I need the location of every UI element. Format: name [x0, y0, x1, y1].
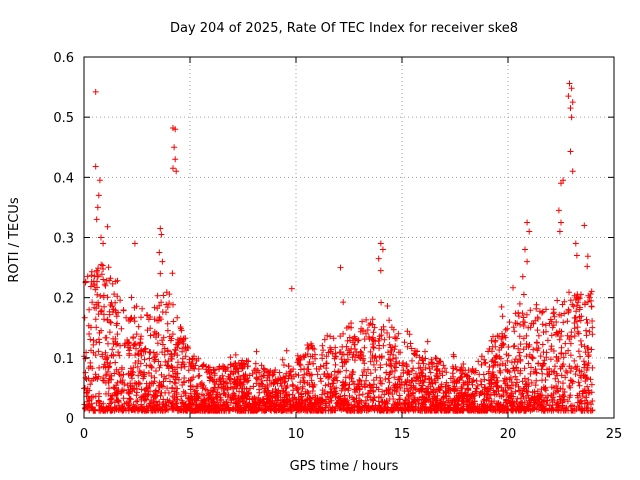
y-tick-label: 0: [66, 412, 74, 427]
roti-markers: [81, 80, 596, 414]
y-tick-label: 0.1: [53, 352, 74, 367]
x-tick-label: 15: [394, 427, 411, 442]
x-tick-label: 5: [186, 427, 194, 442]
chart-title: Day 204 of 2025, Rate Of TEC Index for r…: [170, 21, 518, 36]
x-tick-label: 25: [606, 427, 623, 442]
y-tick-label: 0.6: [53, 51, 74, 66]
axis-ticks: 0 5 10 15 20 25 0 0.1 0.2 0.3 0.4 0.5 0.6: [53, 51, 622, 442]
x-axis-label: GPS time / hours: [290, 459, 399, 474]
y-tick-label: 0.3: [53, 232, 74, 247]
grid-lines: [84, 57, 614, 418]
x-tick-label: 10: [288, 427, 305, 442]
y-tick-label: 0.5: [53, 111, 74, 126]
y-axis-label: ROTI / TECUs: [7, 197, 22, 282]
y-tick-label: 0.2: [53, 292, 74, 307]
data-points: [81, 80, 596, 414]
y-tick-label: 0.4: [53, 171, 74, 186]
x-tick-label: 0: [80, 427, 88, 442]
x-tick-label: 20: [500, 427, 517, 442]
